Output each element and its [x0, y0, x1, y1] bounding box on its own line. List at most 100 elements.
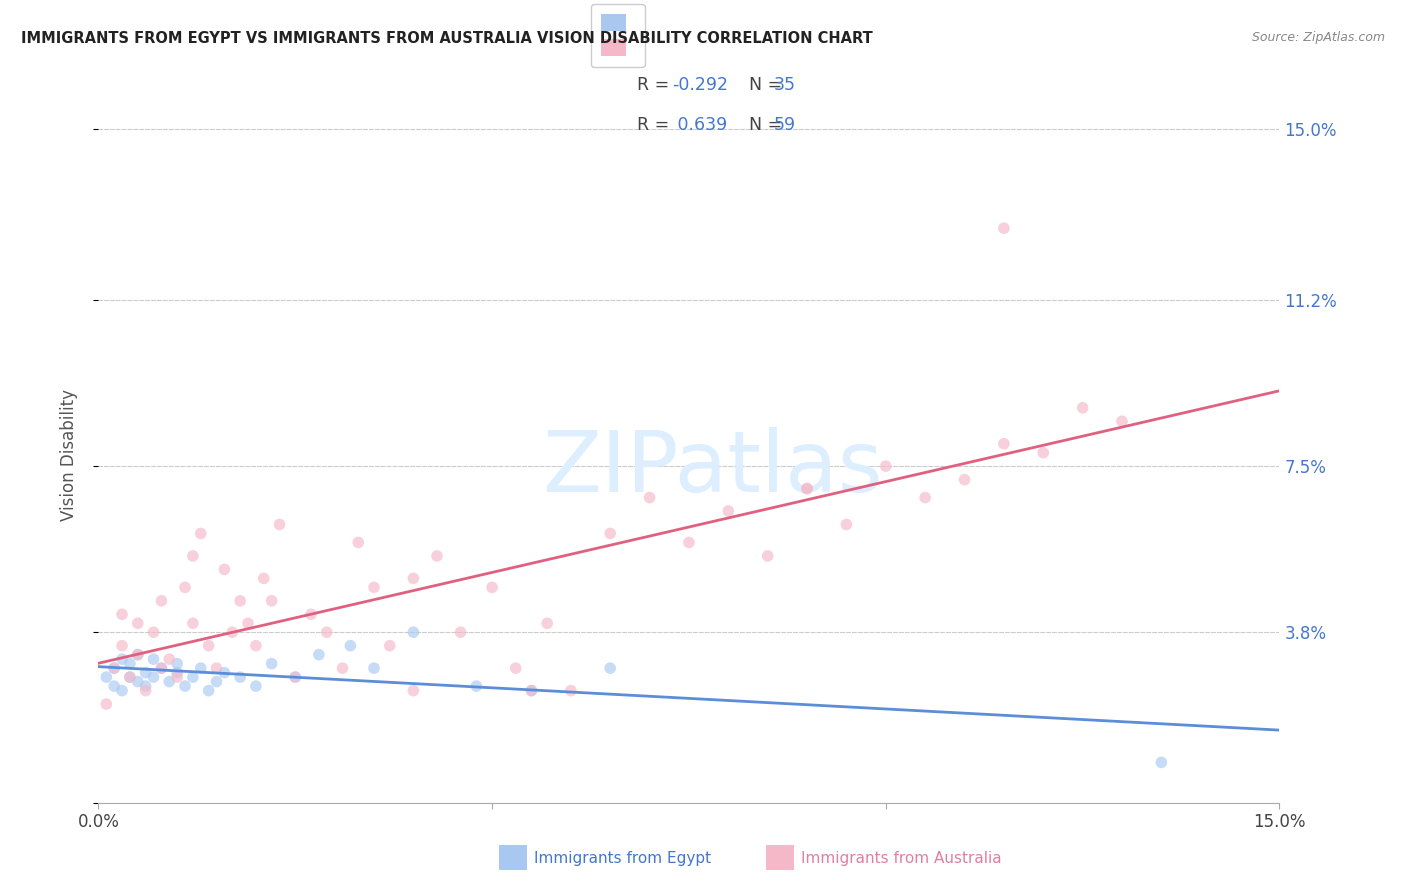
Point [142, 625, 165, 640]
Point [953, 473, 976, 487]
Point [465, 679, 488, 693]
Point [174, 679, 197, 693]
Point [157, 674, 180, 689]
Point [96, 670, 118, 684]
Point [166, 657, 188, 671]
Point [339, 639, 361, 653]
Point [717, 504, 740, 518]
Point [260, 594, 283, 608]
Point [1032, 445, 1054, 459]
Text: Source: ZipAtlas.com: Source: ZipAtlas.com [1251, 31, 1385, 45]
Point [135, 683, 157, 698]
Point [111, 607, 134, 622]
Text: Immigrants from Australia: Immigrants from Australia [801, 851, 1002, 865]
Point [245, 639, 267, 653]
Point [190, 526, 212, 541]
Text: R =: R = [637, 116, 675, 134]
Text: ZIPatlas: ZIPatlas [543, 427, 883, 510]
Point [260, 657, 283, 671]
Point [875, 459, 897, 474]
Point [174, 580, 197, 594]
Point [103, 661, 125, 675]
Point [756, 549, 779, 563]
Point [520, 683, 543, 698]
Point [111, 639, 134, 653]
Text: Immigrants from Egypt: Immigrants from Egypt [534, 851, 711, 865]
Point [363, 580, 385, 594]
Point [118, 670, 141, 684]
Point [505, 661, 527, 675]
Text: N =: N = [738, 116, 787, 134]
Point [214, 665, 236, 680]
Point [1071, 401, 1094, 415]
Point [269, 517, 291, 532]
Point [127, 674, 149, 689]
Point [1111, 414, 1133, 428]
Point [118, 657, 141, 671]
Point [127, 648, 149, 662]
Point [253, 571, 276, 585]
Point [142, 652, 165, 666]
Text: IMMIGRANTS FROM EGYPT VS IMMIGRANTS FROM AUSTRALIA VISION DISABILITY CORRELATION: IMMIGRANTS FROM EGYPT VS IMMIGRANTS FROM… [21, 31, 873, 46]
Point [599, 526, 621, 541]
Text: R =: R = [637, 76, 675, 94]
Point [103, 679, 125, 693]
Point [993, 436, 1015, 450]
Point [1150, 756, 1173, 770]
Point [150, 661, 173, 675]
Text: 35: 35 [773, 76, 796, 94]
Point [347, 535, 370, 549]
Point [402, 571, 425, 585]
Point [796, 482, 818, 496]
Legend: , : , [592, 4, 645, 67]
Point [181, 670, 204, 684]
Point [450, 625, 472, 640]
Point [363, 661, 385, 675]
Point [520, 683, 543, 698]
Point [835, 517, 858, 532]
Point [197, 639, 219, 653]
Point [402, 683, 425, 698]
Point [638, 491, 661, 505]
Point [229, 594, 252, 608]
Point [111, 652, 134, 666]
Point [993, 221, 1015, 235]
Point [284, 670, 307, 684]
Point [481, 580, 503, 594]
Text: -0.292: -0.292 [672, 76, 728, 94]
Point [103, 661, 125, 675]
Point [118, 670, 141, 684]
Point [197, 683, 219, 698]
Point [181, 549, 204, 563]
Point [536, 616, 558, 631]
Point [150, 594, 173, 608]
Point [190, 661, 212, 675]
Point [599, 661, 621, 675]
Point [315, 625, 337, 640]
Point [914, 491, 936, 505]
Point [181, 616, 204, 631]
Point [560, 683, 582, 698]
Point [205, 674, 228, 689]
Point [284, 670, 307, 684]
Point [299, 607, 322, 622]
Point [166, 665, 188, 680]
Point [214, 562, 236, 576]
Point [332, 661, 354, 675]
Point [166, 670, 188, 684]
Point [402, 625, 425, 640]
Point [157, 652, 180, 666]
Point [142, 670, 165, 684]
Point [245, 679, 267, 693]
Point [127, 616, 149, 631]
Point [135, 679, 157, 693]
Point [205, 661, 228, 675]
Point [221, 625, 243, 640]
Point [229, 670, 252, 684]
Point [378, 639, 401, 653]
Point [127, 648, 149, 662]
Point [150, 661, 173, 675]
Point [135, 665, 157, 680]
Text: 59: 59 [773, 116, 796, 134]
Point [426, 549, 449, 563]
